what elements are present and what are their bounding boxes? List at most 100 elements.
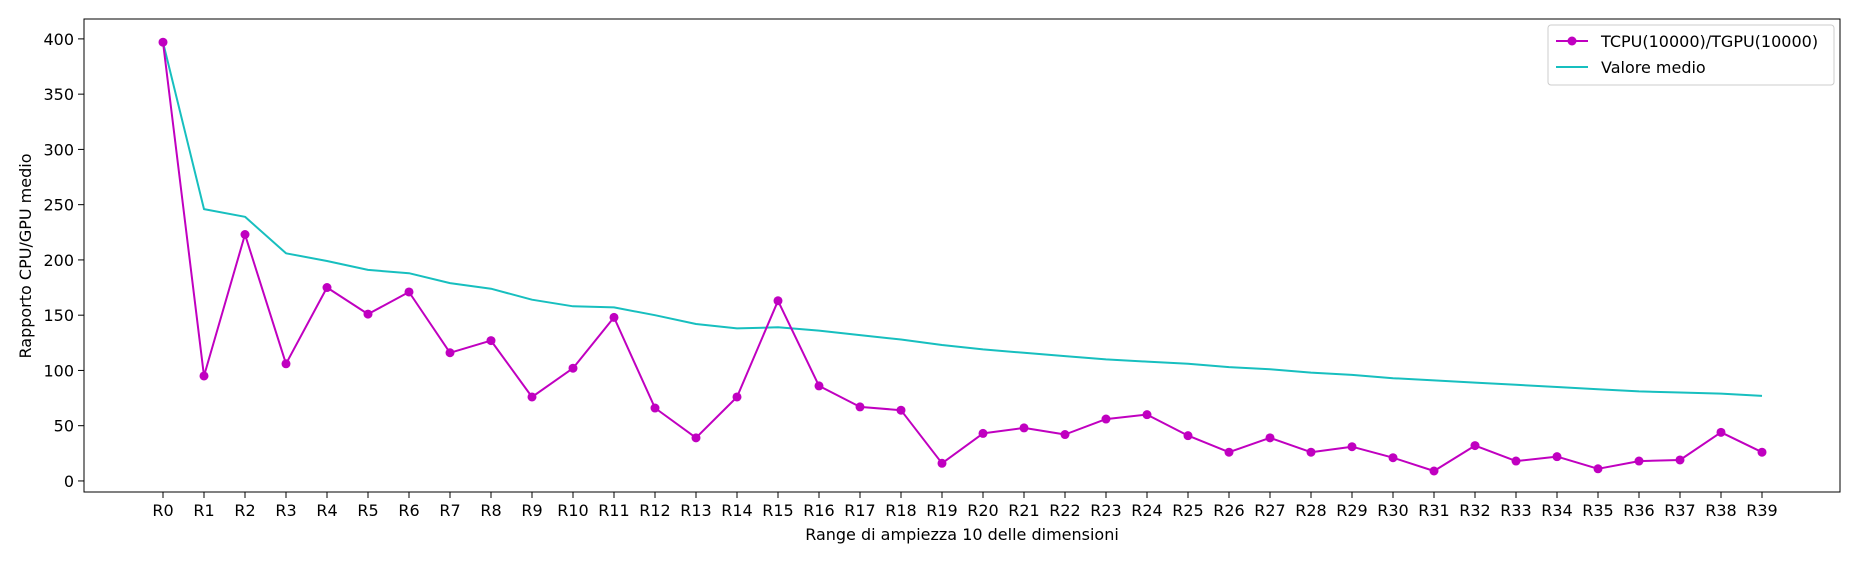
x-tick-label: R12 <box>639 501 670 520</box>
legend-label-series-2: Valore medio <box>1601 58 1706 77</box>
x-tick-label: R10 <box>557 501 588 520</box>
data-point <box>281 359 291 369</box>
y-tick-label: 100 <box>43 361 74 380</box>
data-point <box>158 37 168 47</box>
data-point <box>363 309 373 319</box>
x-tick-label: R39 <box>1746 501 1777 520</box>
x-tick-label: R22 <box>1049 501 1080 520</box>
x-tick-label: R4 <box>316 501 337 520</box>
x-tick-label: R13 <box>680 501 711 520</box>
x-tick-label: R11 <box>598 501 629 520</box>
x-tick-label: R27 <box>1254 501 1285 520</box>
x-tick-label: R21 <box>1008 501 1039 520</box>
x-axis-label: Range di ampiezza 10 delle dimensioni <box>805 525 1119 544</box>
data-point <box>1224 447 1234 457</box>
data-point <box>568 363 578 373</box>
x-tick-label: R9 <box>521 501 542 520</box>
legend-marker-series-1 <box>1567 36 1577 46</box>
x-tick-label: R17 <box>844 501 875 520</box>
x-tick-label: R2 <box>234 501 255 520</box>
data-point <box>814 381 824 391</box>
x-tick-label: R25 <box>1172 501 1203 520</box>
data-point <box>1265 433 1275 443</box>
y-tick-label: 250 <box>43 196 74 215</box>
legend-frame <box>1547 24 1835 86</box>
data-point <box>937 458 947 468</box>
legend-label-series-1: TCPU(10000)/TGPU(10000) <box>1600 32 1818 51</box>
x-tick-label: R37 <box>1664 501 1695 520</box>
y-tick-label: 0 <box>64 472 74 491</box>
data-point <box>978 428 988 438</box>
series-line-2 <box>162 41 1763 397</box>
x-tick-label: R24 <box>1131 501 1162 520</box>
x-tick-label: R34 <box>1541 501 1572 520</box>
series-layer <box>158 37 1767 476</box>
x-tick-label: R20 <box>967 501 998 520</box>
data-point <box>322 283 332 293</box>
y-axis-label: Rapporto CPU/GPU medio <box>16 154 35 359</box>
x-tick-label: R28 <box>1295 501 1326 520</box>
data-point <box>1593 464 1603 474</box>
x-tick-label: R18 <box>885 501 916 520</box>
x-tick-label: R23 <box>1090 501 1121 520</box>
y-tick-label: 350 <box>43 85 74 104</box>
y-tick-label: 150 <box>43 306 74 325</box>
data-point <box>240 230 250 240</box>
data-point <box>855 402 865 412</box>
data-point <box>527 392 537 402</box>
data-point <box>445 348 455 358</box>
x-tick-label: R38 <box>1705 501 1736 520</box>
x-tick-label: R5 <box>357 501 378 520</box>
x-tick-label: R31 <box>1418 501 1449 520</box>
data-point <box>1306 447 1316 457</box>
data-point <box>1183 431 1193 441</box>
data-point <box>1429 466 1439 476</box>
data-point <box>1634 456 1644 466</box>
x-tick-label: R16 <box>803 501 834 520</box>
x-tick-label: R19 <box>926 501 957 520</box>
data-point <box>486 336 496 346</box>
data-point <box>199 371 209 381</box>
y-tick-label: 50 <box>54 417 74 436</box>
data-point <box>609 312 619 322</box>
data-point <box>1675 455 1685 465</box>
x-tick-label: R26 <box>1213 501 1244 520</box>
data-point <box>773 296 783 306</box>
data-point <box>691 433 701 443</box>
x-tick-label: R7 <box>439 501 460 520</box>
x-tick-label: R6 <box>398 501 419 520</box>
data-point <box>1060 430 1070 440</box>
x-tick-label: R15 <box>762 501 793 520</box>
x-tick-label: R36 <box>1623 501 1654 520</box>
y-tick-label: 400 <box>43 30 74 49</box>
data-point <box>1552 452 1562 462</box>
x-tick-label: R29 <box>1336 501 1367 520</box>
data-point <box>732 392 742 402</box>
data-point <box>1511 456 1521 466</box>
y-axis-ticks: 0 50 100 150 200 250 300 350 400 <box>43 30 84 491</box>
data-point <box>1101 414 1111 424</box>
plot-area <box>83 18 1841 493</box>
legend: TCPU(10000)/TGPU(10000) Valore medio <box>1547 24 1835 86</box>
x-tick-label: R30 <box>1377 501 1408 520</box>
x-axis-ticks: R0 R1 R2 R3 R4 R5 R6 R7 R8 R9 R10 R11 R12 R13 R14 R15 R1… <box>152 492 1778 520</box>
x-tick-label: R14 <box>721 501 752 520</box>
data-point <box>896 405 906 415</box>
data-point <box>1716 427 1726 437</box>
x-tick-label: R32 <box>1459 501 1490 520</box>
x-tick-label: R0 <box>152 501 173 520</box>
x-tick-label: R1 <box>193 501 214 520</box>
data-point <box>1388 453 1398 463</box>
data-point <box>404 287 414 297</box>
series-line-1 <box>162 42 1763 472</box>
data-point <box>1019 423 1029 433</box>
y-tick-label: 200 <box>43 251 74 270</box>
data-point <box>1347 442 1357 452</box>
data-point <box>1470 441 1480 451</box>
data-point <box>650 403 660 413</box>
x-tick-label: R35 <box>1582 501 1613 520</box>
x-tick-label: R33 <box>1500 501 1531 520</box>
y-tick-label: 300 <box>43 140 74 159</box>
x-tick-label: R3 <box>275 501 296 520</box>
